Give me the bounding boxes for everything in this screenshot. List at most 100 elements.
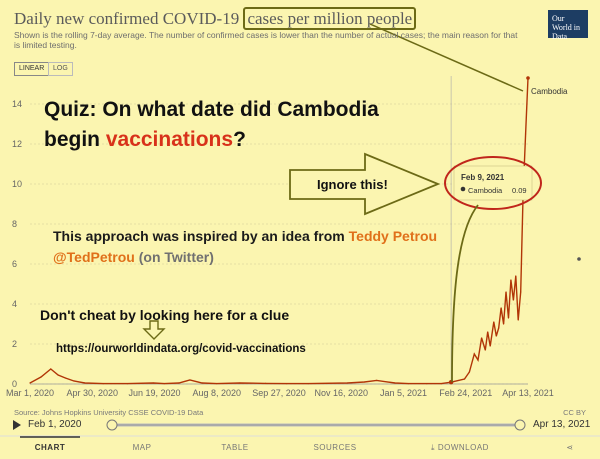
data-point [505,291,507,293]
linear-scale-button[interactable]: LINEAR [14,62,50,76]
data-point [216,383,218,385]
cheat-warning: Don't cheat by looking here for a clue [40,307,290,323]
data-point [29,382,31,384]
inspired-handle: @TedPetrou [53,249,135,265]
x-axis: Mar 1, 2020 Apr 30, 2020 Jun 19, 2020 Aug 8… [6,388,554,398]
data-point [477,359,479,361]
data-point [517,319,519,321]
data-point [440,383,442,385]
y-axis: 0 2 4 6 8 10 12 14 [12,99,22,389]
data-point [463,378,466,380]
connector-line [451,204,479,383]
data-point [40,376,42,378]
source-note[interactable]: Source: Johns Hopkins University CSSE CO… [14,408,204,417]
data-point [524,133,527,135]
tooltip-country: Cambodia [468,186,503,195]
ignore-arrow [289,152,441,216]
series-end-marker [526,76,530,80]
down-arrow [142,320,166,340]
log-scale-button[interactable]: LOG [48,62,73,76]
slider-handle-end [514,419,526,431]
data-point [473,353,475,355]
title-prefix: Daily new confirmed COVID-19 [14,9,244,28]
inspired-text: This approach was inspired by an idea fr… [53,226,473,268]
data-point [189,379,191,381]
data-point [73,380,75,382]
download-icon: ⤓ [431,443,438,452]
x-tick-label: Apr 13, 2021 [502,388,554,398]
y-tick-label: 2 [12,339,17,349]
tab-sources[interactable]: SOURCES [313,443,357,452]
tooltip-date: Feb 9, 2021 [461,173,505,182]
play-icon [13,420,21,430]
data-point [50,368,52,370]
data-point [502,323,505,325]
data-point [307,383,309,385]
x-tick-label: Mar 1, 2020 [6,388,54,398]
x-tick-label: Feb 24, 2021 [439,388,492,398]
data-point [484,349,486,351]
inspired-line-1: This approach was inspired by an idea fr… [53,226,473,247]
data-point [426,383,428,385]
edge-dot [577,257,581,261]
data-point [178,382,180,384]
tab-chart[interactable]: CHART [34,443,66,452]
share-icon[interactable]: ⋖ [566,443,574,452]
x-tick-label: Apr 30, 2020 [66,388,118,398]
x-tick-label: Jan 5, 2021 [380,388,427,398]
data-point [495,335,497,337]
title-highlight: cases per million people [243,7,417,30]
tab-download[interactable]: ⤓ DOWNLOAD [420,443,500,453]
y-tick-label: 4 [12,299,17,309]
y-tick-label: 8 [12,219,17,229]
quiz-text: Quiz: On what date did Cambodia begin va… [44,95,404,155]
red-circle-annotation [444,156,542,210]
y-tick-label: 0 [12,379,17,389]
data-point [102,383,104,385]
data-point [64,377,66,379]
slider-end-date: Apr 13, 2021 [533,419,591,430]
license-note[interactable]: CC BY [563,408,586,417]
data-point [520,291,522,293]
data-point [376,379,378,381]
data-point [512,299,514,301]
x-tick-label: Nov 16, 2020 [314,388,368,398]
data-point [487,331,489,333]
tooltip-swatch [460,186,466,192]
y-tick-label: 14 [12,99,22,109]
ignore-label: Ignore this! [317,177,388,192]
data-point [127,383,129,385]
quiz-vaccinations: vaccinations [105,128,234,151]
quiz-begin: begin [44,128,106,151]
data-point [201,382,203,384]
data-point [407,383,409,385]
tooltip-value: 0.09 [512,186,527,195]
tab-table[interactable]: TABLE [221,443,249,452]
data-point [285,383,287,385]
download-label: DOWNLOAD [437,443,489,452]
data-point [239,382,241,384]
inspired-line-2: @TedPetrou (on Twitter) [53,247,473,268]
inspired-prefix: This approach was inspired by an idea fr… [53,228,349,244]
data-point [481,337,483,339]
data-point [507,317,510,319]
data-point [489,345,491,347]
data-point [163,383,165,385]
y-tick-label: 10 [12,179,22,189]
title-connector-line [369,23,524,92]
tab-map[interactable]: MAP [132,443,152,452]
data-point [346,382,348,384]
data-point [493,321,495,323]
data-point [498,327,500,329]
quiz-line-1: Quiz: On what date did Cambodia [44,98,379,121]
data-point [363,381,366,383]
inspired-name: Teddy Petrou [348,228,438,244]
clue-url: https://ourworldindata.org/covid-vaccina… [56,343,306,355]
data-point [264,382,267,384]
x-tick-label: Jun 19, 2020 [128,388,180,398]
data-point [468,371,471,373]
series-layer [29,77,529,385]
owid-logo[interactable]: Our World in Data [548,10,588,41]
data-point [394,382,396,384]
